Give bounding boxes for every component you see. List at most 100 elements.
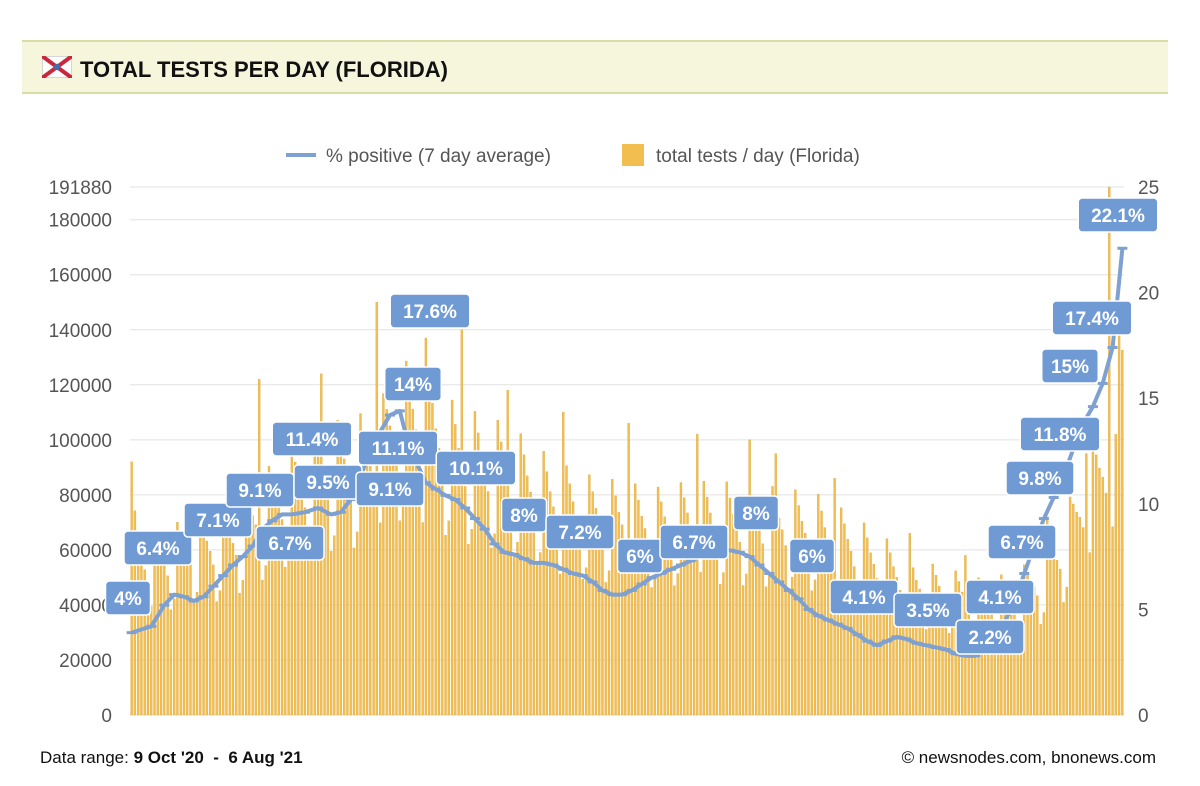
daily-tests-bar xyxy=(650,587,653,716)
daily-tests-bar xyxy=(441,472,444,716)
daily-tests-bar xyxy=(539,552,542,716)
daily-tests-bar xyxy=(307,558,310,716)
daily-tests-bar xyxy=(1114,434,1117,716)
daily-tests-bar xyxy=(1085,453,1088,716)
positivity-callout: 11.1% xyxy=(357,430,439,466)
daily-tests-bar xyxy=(925,629,928,716)
daily-tests-bar xyxy=(797,505,800,716)
daily-tests-bar xyxy=(604,582,607,716)
daily-tests-bar xyxy=(683,497,686,716)
callout-box xyxy=(987,524,1057,560)
daily-tests-bar xyxy=(454,424,457,716)
callout-text: 9.5% xyxy=(306,473,349,494)
positivity-callout: 6.7% xyxy=(659,524,729,560)
daily-tests-bar xyxy=(486,491,490,716)
daily-tests-bar xyxy=(428,377,431,716)
daily-tests-bar xyxy=(790,576,794,716)
positivity-callout: 7.2% xyxy=(545,514,615,550)
callout-text: 6% xyxy=(626,547,654,568)
daily-tests-bar xyxy=(434,428,437,716)
daily-tests-bar xyxy=(405,360,408,716)
callout-text: 10.1% xyxy=(449,459,503,480)
callout-box xyxy=(545,514,615,550)
daily-tests-bar xyxy=(637,499,640,716)
data-range-label: Data range: xyxy=(40,748,129,767)
daily-tests-bar xyxy=(702,481,706,716)
callout-box xyxy=(965,579,1035,615)
daily-tests-bar xyxy=(349,492,352,716)
daily-tests-bar xyxy=(1059,568,1062,716)
daily-tests-bar xyxy=(889,552,892,716)
y-left-tick-label: 191880 xyxy=(49,178,112,199)
callout-box xyxy=(355,471,425,507)
daily-tests-bar xyxy=(398,520,401,716)
daily-tests-bar xyxy=(558,573,562,716)
daily-tests-bar xyxy=(470,529,473,716)
daily-tests-bar xyxy=(738,541,741,716)
daily-tests-bar xyxy=(938,586,941,716)
positivity-callout: 17.6% xyxy=(389,293,471,329)
callout-text: 22.1% xyxy=(1091,206,1145,227)
positivity-callout: 11.8% xyxy=(1019,416,1101,452)
callout-text: 8% xyxy=(742,504,770,525)
daily-tests-bar xyxy=(241,580,244,716)
daily-tests-bar xyxy=(879,613,882,716)
callout-box xyxy=(893,592,963,628)
daily-tests-bar xyxy=(1088,552,1091,716)
daily-tests-bar xyxy=(333,535,336,716)
positivity-callout: 14% xyxy=(384,366,442,402)
daily-tests-bar xyxy=(159,556,163,716)
daily-tests-bar xyxy=(552,506,555,716)
daily-tests-bar xyxy=(336,420,339,716)
daily-tests-bar xyxy=(777,517,781,716)
y-left-tick-label: 180000 xyxy=(49,211,112,232)
daily-tests-bar xyxy=(444,535,447,716)
daily-tests-bar xyxy=(594,508,598,716)
callout-text: 6.4% xyxy=(136,539,179,560)
callout-box xyxy=(389,293,471,329)
daily-tests-bar xyxy=(163,564,166,716)
daily-tests-bar xyxy=(150,605,153,716)
callout-box xyxy=(1041,348,1099,384)
daily-tests-bar xyxy=(607,570,611,716)
daily-tests-bar xyxy=(584,567,588,716)
positivity-callout: 9.5% xyxy=(293,464,363,500)
daily-tests-bar xyxy=(192,602,195,716)
daily-tests-bar xyxy=(715,540,719,716)
daily-tests-bar xyxy=(705,496,709,716)
daily-tests-bar xyxy=(1039,624,1042,716)
daily-tests-bar xyxy=(751,499,755,716)
credit-text: © newsnodes.com, bnonews.com xyxy=(901,748,1156,767)
daily-tests-bar xyxy=(565,465,568,716)
y-right-tick-label: 0 xyxy=(1138,706,1149,727)
daily-tests-bar xyxy=(1046,516,1049,716)
daily-tests-bar xyxy=(450,399,454,716)
y-left-tick-label: 140000 xyxy=(49,321,112,342)
daily-tests-bar xyxy=(699,572,702,716)
daily-tests-bar xyxy=(728,497,732,716)
daily-tests-bar xyxy=(614,495,617,716)
y-right-tick-label: 25 xyxy=(1138,178,1159,199)
daily-tests-bar xyxy=(1121,349,1124,716)
data-range-value: 9 Oct '20 - 6 Aug '21 xyxy=(133,748,303,767)
daily-tests-bar xyxy=(643,528,647,716)
callout-box xyxy=(271,421,353,457)
daily-tests-bar xyxy=(784,545,787,716)
daily-tests-bar xyxy=(375,302,379,716)
callout-box xyxy=(384,366,442,402)
daily-tests-bar xyxy=(810,590,813,716)
daily-tests-bar xyxy=(601,537,604,716)
positivity-callout: 6.7% xyxy=(987,524,1057,560)
daily-tests-bar xyxy=(199,513,202,716)
daily-tests-bar xyxy=(372,485,375,716)
callout-box xyxy=(104,580,152,616)
positivity-callout: 6% xyxy=(788,538,836,574)
daily-tests-bar xyxy=(885,538,889,716)
daily-tests-bar xyxy=(588,474,591,716)
daily-tests-bar xyxy=(467,543,470,716)
daily-tests-bar xyxy=(284,566,287,716)
daily-tests-bar xyxy=(620,524,624,716)
daily-tests-bar xyxy=(555,525,558,716)
callout-text: 6% xyxy=(798,547,826,568)
daily-tests-bar xyxy=(522,454,526,716)
